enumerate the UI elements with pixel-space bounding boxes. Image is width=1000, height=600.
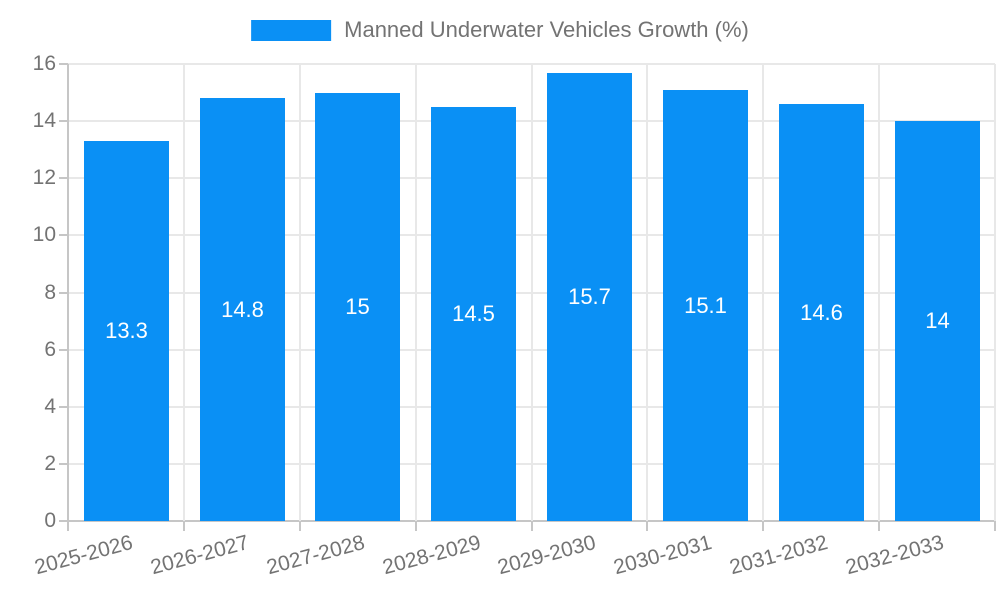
x-tick-label: 2032-2033 [843,530,947,580]
bar[interactable]: 13.3 [84,141,169,521]
bar-value-label: 14.8 [221,296,264,322]
x-tick-label: 2025-2026 [32,530,136,580]
x-tick-label: 2028-2029 [380,530,484,580]
bar-value-label: 14 [925,308,950,333]
y-tick-mark [59,406,68,408]
y-tick-label: 4 [44,395,56,418]
bar[interactable]: 14.8 [200,98,285,521]
x-tick-mark [762,521,764,531]
gridline [646,64,648,521]
bar[interactable]: 14.6 [779,104,864,521]
gridline [878,64,880,521]
gridline [415,64,417,521]
bar-value-label: 14.6 [800,299,843,325]
x-tick-label: 2031-2032 [727,530,831,580]
bar[interactable]: 15 [315,93,400,521]
y-tick-mark [59,234,68,236]
gridline [183,64,185,521]
x-tick-label: 2026-2027 [148,530,252,580]
y-tick-mark [59,177,68,179]
y-tick-mark [59,349,68,351]
legend[interactable]: Manned Underwater Vehicles Growth (%) [251,17,749,43]
gridline [762,64,764,521]
gridline [531,64,533,521]
y-tick-mark [59,292,68,294]
y-tick-mark [59,63,68,65]
y-tick-label: 0 [44,509,56,532]
x-tick-mark [994,521,996,531]
y-tick-mark [59,463,68,465]
gridline [299,64,301,521]
plot-area: 13.3 14.8 15 14.5 15.7 15.1 14.6 14 [59,63,996,531]
bar[interactable]: 15.7 [547,73,632,521]
bar[interactable]: 15.1 [663,90,748,521]
y-tick-label: 6 [44,338,56,361]
x-tick-mark [299,521,301,531]
x-tick-mark [415,521,417,531]
bar-value-label: 14.5 [452,301,495,326]
x-tick-label: 2029-2030 [495,530,599,580]
x-tick-mark [878,521,880,531]
bar[interactable]: 14.5 [431,107,516,521]
legend-label: Manned Underwater Vehicles Growth (%) [344,17,749,42]
x-tick-mark [531,521,533,531]
x-tick-label: 2027-2028 [264,530,368,580]
y-tick-mark [59,520,68,522]
y-tick-mark [59,120,68,122]
y-tick-label: 10 [32,223,56,246]
bar-value-label: 15 [345,294,370,319]
y-tick-label: 12 [32,166,56,189]
x-tick-mark [183,521,185,531]
y-tick-label: 2 [44,452,56,475]
y-tick-label: 14 [32,109,56,132]
y-tick-label: 8 [44,281,56,304]
y-axis-line [67,64,69,521]
y-tick-label: 16 [32,52,56,75]
gridline [994,64,996,521]
legend-swatch-icon [251,19,332,41]
x-tick-mark [67,521,69,531]
bar[interactable]: 14 [895,121,980,521]
x-tick-mark [646,521,648,531]
bar-value-label: 15.7 [568,284,611,309]
x-tick-label: 2030-2031 [611,530,715,580]
bar-value-label: 15.1 [684,292,727,318]
bar-value-label: 13.3 [105,318,148,343]
